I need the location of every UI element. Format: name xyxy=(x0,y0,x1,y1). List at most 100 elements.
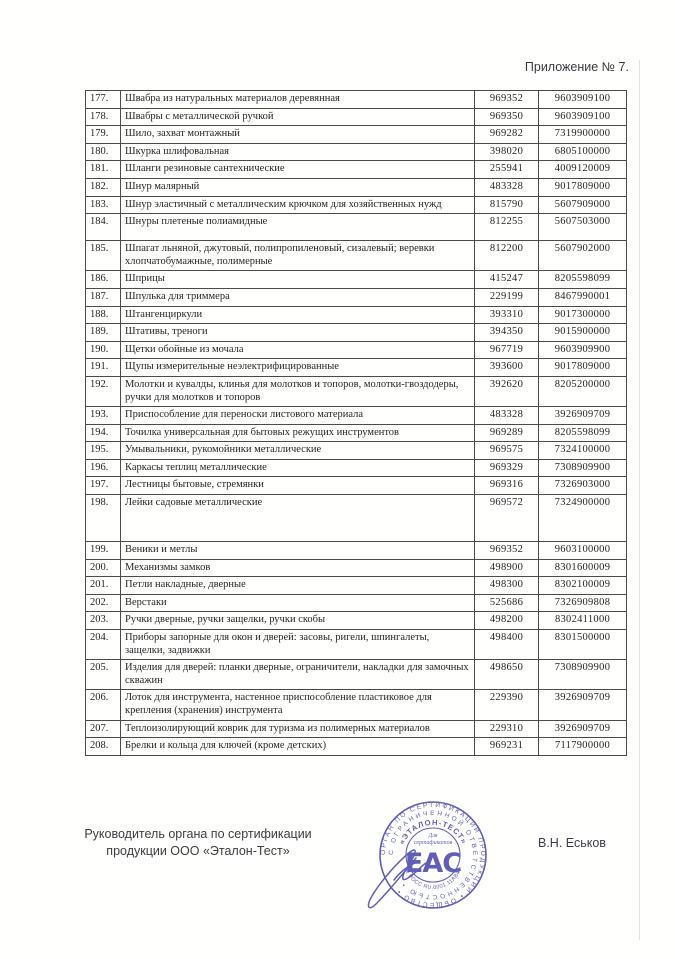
table-row: 182. Шнур малярный 483328 9017809000 xyxy=(85,177,627,197)
products-table: 177. Швабра из натуральных материалов дер… xyxy=(85,90,627,756)
okp-code: 229390 xyxy=(474,689,539,721)
signature-caption-line1: Руководитель органа по сертификации xyxy=(84,827,312,841)
okp-code: 498200 xyxy=(474,611,539,631)
table-row: 184. Шнуры плетеные полиамидные 812255 5607… xyxy=(85,213,627,242)
tnved-code: 8467990001 xyxy=(538,287,627,307)
product-name: Точилка универсальная для бытовых режущи… xyxy=(120,423,475,443)
okp-code: 969329 xyxy=(474,458,539,478)
tnved-code: 9017300000 xyxy=(538,305,627,325)
row-number: 185. xyxy=(85,240,121,272)
tnved-code: 7308909900 xyxy=(538,458,627,478)
table-row: 206. Лоток для инструмента, настенное при… xyxy=(85,689,627,721)
row-number: 201. xyxy=(85,576,121,595)
table-row: 188. Штангенциркули 393310 9017300000 xyxy=(85,305,627,325)
product-name: Шило, захват монтажный xyxy=(120,125,475,144)
table-row: 192. Молотки и кувалды, клинья для молотк… xyxy=(85,375,627,408)
product-name: Молотки и кувалды, клинья для молотков и… xyxy=(120,375,475,408)
row-number: 184. xyxy=(85,213,121,242)
table-row: 199. Веники и метлы 969352 9603100000 xyxy=(85,541,627,560)
table-row: 190. Щетки обойные из мочала 967719 9603909… xyxy=(85,340,627,360)
row-number: 200. xyxy=(85,558,121,578)
row-number: 205. xyxy=(85,659,121,691)
table-row: 181. Шланги резиновые сантехнические 25594… xyxy=(85,160,627,179)
row-number: 207. xyxy=(85,719,121,739)
row-number: 192. xyxy=(85,375,121,408)
tnved-code: 3926909709 xyxy=(538,719,627,739)
row-number: 179. xyxy=(85,125,121,144)
stamp-outer-circle xyxy=(379,801,487,909)
row-number: 180. xyxy=(85,142,121,162)
table-row: 179. Шило, захват монтажный 969282 73199000… xyxy=(85,125,627,144)
tnved-code: 7117900000 xyxy=(538,737,627,756)
product-name: Лейки садовые металлические xyxy=(120,494,475,543)
okp-code: 969352 xyxy=(474,90,539,109)
okp-code: 969231 xyxy=(474,737,539,756)
signature-caption: Руководитель органа по сертификации прод… xyxy=(62,826,334,860)
okp-code: 969289 xyxy=(474,423,539,443)
product-name: Щупы измерительные неэлектрифицированные xyxy=(120,358,475,377)
product-name: Теплоизолирующий коврик для туризма из п… xyxy=(120,719,475,739)
tnved-code: 8302411000 xyxy=(538,611,627,631)
okp-code: 498650 xyxy=(474,659,539,691)
row-number: 187. xyxy=(85,287,121,307)
row-number: 189. xyxy=(85,323,121,342)
table-row: 205. Изделия для дверей: планки дверные, … xyxy=(85,659,627,691)
row-number: 196. xyxy=(85,458,121,478)
product-name: Швабра из натуральных материалов деревян… xyxy=(120,90,475,109)
tnved-code: 7319900000 xyxy=(538,125,627,144)
tnved-code: 5607503000 xyxy=(538,213,627,242)
tnved-code: 8301600009 xyxy=(538,558,627,578)
okp-code: 969572 xyxy=(474,494,539,543)
tnved-code: 6805100000 xyxy=(538,142,627,162)
product-name: Шкурка шлифовальная xyxy=(120,142,475,162)
tnved-code: 3926909709 xyxy=(538,406,627,425)
row-number: 193. xyxy=(85,406,121,425)
table-row: 183. Шнур эластичный с металлическим крюч… xyxy=(85,195,627,215)
table-row: 197. Лестницы бытовые, стремянки 969316 732… xyxy=(85,476,627,496)
tnved-code: 8205200000 xyxy=(538,375,627,408)
stamp-svg: ОРГАН ПО СЕРТИФИКАЦИИ ПРОДУКЦИИ • ОБЩЕСТ… xyxy=(367,801,487,909)
okp-code: 398020 xyxy=(474,142,539,162)
row-number: 191. xyxy=(85,358,121,377)
product-name: Умывальники, рукомойники металлические xyxy=(120,441,475,460)
okp-code: 969316 xyxy=(474,476,539,496)
product-name: Щетки обойные из мочала xyxy=(120,340,475,360)
tnved-code: 9017809000 xyxy=(538,358,627,377)
okp-code: 255941 xyxy=(474,160,539,179)
product-name: Брелки и кольца для ключей (кроме детски… xyxy=(120,737,475,756)
certification-stamp: ОРГАН ПО СЕРТИФИКАЦИИ ПРОДУКЦИИ • ОБЩЕСТ… xyxy=(358,780,508,930)
product-name: Изделия для дверей: планки дверные, огра… xyxy=(120,659,475,691)
row-number: 181. xyxy=(85,160,121,179)
tnved-code: 9015900000 xyxy=(538,323,627,342)
okp-code: 812200 xyxy=(474,240,539,272)
tnved-code: 7324100000 xyxy=(538,441,627,460)
row-number: 204. xyxy=(85,629,121,661)
okp-code: 229310 xyxy=(474,719,539,739)
row-number: 186. xyxy=(85,270,121,289)
row-number: 182. xyxy=(85,177,121,197)
product-name: Ручки дверные, ручки защелки, ручки скоб… xyxy=(120,611,475,631)
row-number: 198. xyxy=(85,494,121,543)
signer-name: В.Н. Еськов xyxy=(538,836,606,850)
product-name: Шпулька для триммера xyxy=(120,287,475,307)
okp-code: 229199 xyxy=(474,287,539,307)
row-number: 206. xyxy=(85,689,121,721)
table-row: 203. Ручки дверные, ручки защелки, ручки … xyxy=(85,611,627,631)
tnved-code: 9603100000 xyxy=(538,541,627,560)
row-number: 188. xyxy=(85,305,121,325)
appendix-title: Приложение № 7. xyxy=(524,60,629,74)
table-row: 202. Верстаки 525686 7326909808 xyxy=(85,593,627,613)
tnved-code: 7326903000 xyxy=(538,476,627,496)
okp-code: 498400 xyxy=(474,629,539,661)
product-name: Штангенциркули xyxy=(120,305,475,325)
table-row: 187. Шпулька для триммера 229199 8467990001 xyxy=(85,287,627,307)
product-name: Верстаки xyxy=(120,593,475,613)
okp-code: 969352 xyxy=(474,541,539,560)
okp-code: 394350 xyxy=(474,323,539,342)
tnved-code: 4009120009 xyxy=(538,160,627,179)
table-row: 186. Шприцы 415247 8205598099 xyxy=(85,270,627,289)
product-name: Шнуры плетеные полиамидные xyxy=(120,213,475,242)
product-name: Штативы, треноги xyxy=(120,323,475,342)
table-row: 189. Штативы, треноги 394350 9015900000 xyxy=(85,323,627,342)
